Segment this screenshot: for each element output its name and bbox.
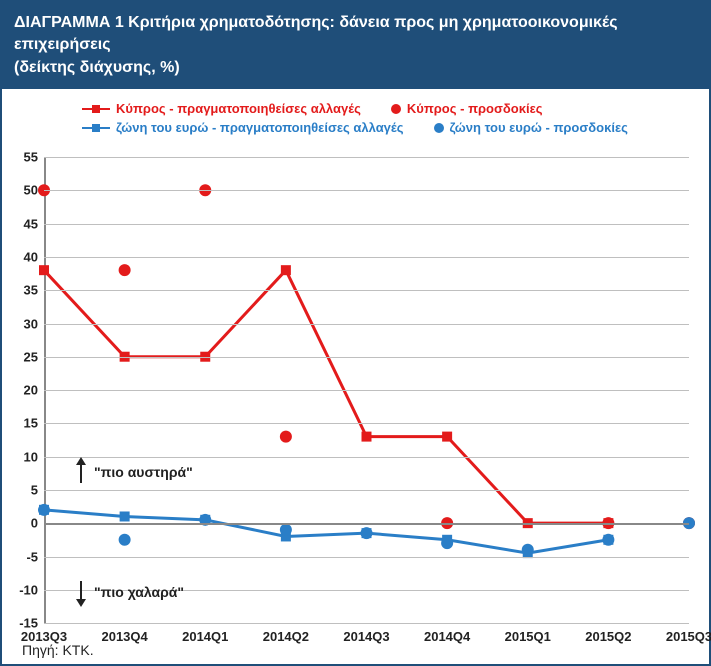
legend-label: ζώνη του ευρώ - προσδοκίες xyxy=(450,120,628,135)
y-tick-label: -5 xyxy=(26,549,38,564)
legend-cy-exp: Κύπρος - προσδοκίες xyxy=(391,101,543,116)
x-tick-label: 2015Q1 xyxy=(505,629,551,644)
x-tick-label: 2015Q2 xyxy=(585,629,631,644)
annotation-text: "πιο χαλαρά" xyxy=(94,584,184,600)
y-tick-label: 55 xyxy=(24,150,38,165)
series-dot-ea_exp xyxy=(280,524,292,536)
chart-title: ΔΙΑΓΡΑΜΜΑ 1 Κριτήρια χρηματοδότησης: δάν… xyxy=(2,2,709,89)
y-tick-label: 5 xyxy=(31,483,38,498)
x-tick-label: 2013Q4 xyxy=(101,629,147,644)
y-tick-label: 25 xyxy=(24,349,38,364)
y-tick-label: 35 xyxy=(24,283,38,298)
y-tick-label: 45 xyxy=(24,216,38,231)
y-tick-label: 0 xyxy=(31,516,38,531)
x-tick-label: 2014Q2 xyxy=(263,629,309,644)
y-tick-label: -10 xyxy=(19,582,38,597)
gridline xyxy=(44,157,689,158)
gridline xyxy=(44,257,689,258)
y-tick-label: 30 xyxy=(24,316,38,331)
gridline xyxy=(44,490,689,491)
legend-cy-actual: Κύπρος - πραγματοποιηθείσες αλλαγές xyxy=(82,101,361,116)
series-dot-ea_exp xyxy=(38,504,50,516)
legend-label: Κύπρος - προσδοκίες xyxy=(407,101,543,116)
legend-marker-line-red xyxy=(82,108,110,110)
legend-label: Κύπρος - πραγματοποιηθείσες αλλαγές xyxy=(116,101,361,116)
series-dot-cy_exp xyxy=(280,431,292,443)
gridline xyxy=(44,224,689,225)
series-dot-cy_exp xyxy=(119,264,131,276)
gridline xyxy=(44,357,689,358)
series-marker-cy_actual xyxy=(281,265,291,275)
gridline xyxy=(44,290,689,291)
gridline xyxy=(44,190,689,191)
arrow-down-icon xyxy=(74,577,88,607)
legend-marker-dot-red xyxy=(391,104,401,114)
y-tick-label: 40 xyxy=(24,250,38,265)
title-line2: (δείκτης διάχυσης, %) xyxy=(14,59,180,76)
y-tick-label: 20 xyxy=(24,383,38,398)
x-tick-label: 2014Q4 xyxy=(424,629,470,644)
series-dot-ea_exp xyxy=(602,534,614,546)
legend-marker-line-blue xyxy=(82,127,110,129)
series-dot-ea_exp xyxy=(361,527,373,539)
annotation-looser: "πιο χαλαρά" xyxy=(74,577,184,607)
gridline xyxy=(44,623,689,624)
arrow-up-icon xyxy=(74,457,88,487)
series-dot-ea_exp xyxy=(441,537,453,549)
y-tick-label: 10 xyxy=(24,449,38,464)
legend-ea-actual: ζώνη του ευρώ - πραγματοποιηθείσες αλλαγ… xyxy=(82,120,404,135)
source-text: Πηγή: ΚΤΚ. xyxy=(22,642,94,658)
series-marker-cy_actual xyxy=(362,432,372,442)
plot-area: -15-10-505101520253035404550552013Q32013… xyxy=(44,157,689,623)
annotation-tighter: "πιο αυστηρά" xyxy=(74,457,193,487)
y-tick-label: 50 xyxy=(24,183,38,198)
legend-marker-dot-blue xyxy=(434,123,444,133)
legend-ea-exp: ζώνη του ευρώ - προσδοκίες xyxy=(434,120,628,135)
chart-container: ΔΙΑΓΡΑΜΜΑ 1 Κριτήρια χρηματοδότησης: δάν… xyxy=(0,0,711,666)
x-tick-label: 2014Q1 xyxy=(182,629,228,644)
y-tick-label: 15 xyxy=(24,416,38,431)
gridline xyxy=(44,423,689,424)
series-marker-cy_actual xyxy=(39,265,49,275)
series-dot-ea_exp xyxy=(119,534,131,546)
zero-line xyxy=(44,523,689,525)
chart-area: Κύπρος - πραγματοποιηθείσες αλλαγές Κύπρ… xyxy=(2,89,709,663)
legend: Κύπρος - πραγματοποιηθείσες αλλαγές Κύπρ… xyxy=(82,101,628,139)
x-tick-label: 2015Q3 xyxy=(666,629,711,644)
series-marker-cy_actual xyxy=(442,432,452,442)
gridline xyxy=(44,557,689,558)
gridline xyxy=(44,390,689,391)
series-marker-ea_actual xyxy=(120,512,130,522)
title-line1: ΔΙΑΓΡΑΜΜΑ 1 Κριτήρια χρηματοδότησης: δάν… xyxy=(14,14,618,53)
legend-label: ζώνη του ευρώ - πραγματοποιηθείσες αλλαγ… xyxy=(116,120,404,135)
series-dot-ea_exp xyxy=(522,544,534,556)
gridline xyxy=(44,324,689,325)
x-tick-label: 2014Q3 xyxy=(343,629,389,644)
annotation-text: "πιο αυστηρά" xyxy=(94,464,193,480)
